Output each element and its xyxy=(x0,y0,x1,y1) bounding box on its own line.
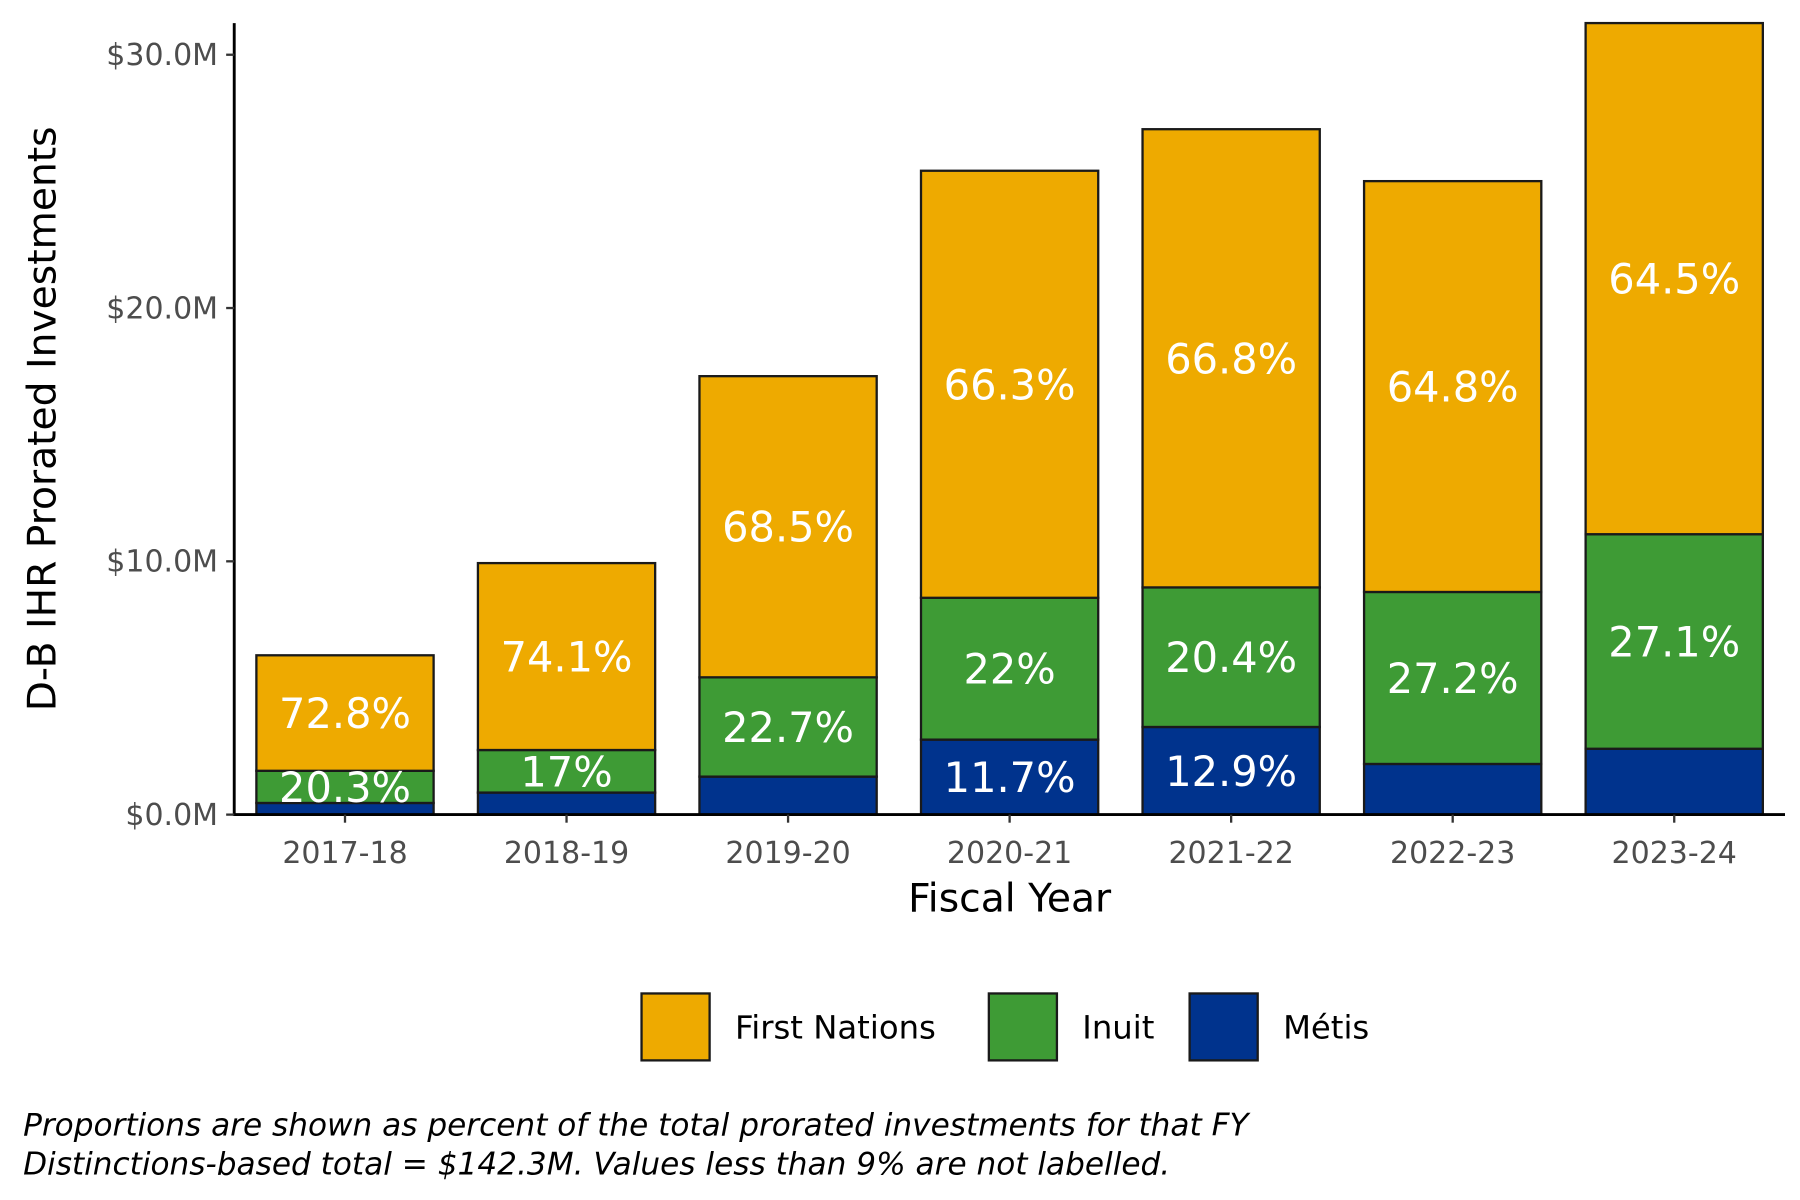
bar-label-inuit-2023-24: 27.1% xyxy=(1608,617,1740,666)
bar-label-inuit-2019-20: 22.7% xyxy=(722,703,854,752)
legend-label: Inuit xyxy=(1082,1008,1154,1046)
x-tick-label: 2018-19 xyxy=(504,836,629,871)
bar-first-nations-2018-19 xyxy=(476,561,657,752)
bar-label-first-nations-2017-18: 72.8% xyxy=(279,689,411,738)
bar-metis-2021-22 xyxy=(1141,725,1321,816)
bar-label-first-nations-2020-21: 66.3% xyxy=(944,360,1076,409)
bar-first-nations-2022-23 xyxy=(1362,179,1543,594)
bar-label-metis-2021-22: 12.9% xyxy=(1165,747,1297,796)
bar-label-first-nations-2022-23: 64.8% xyxy=(1387,363,1519,412)
bar-metis-2023-24 xyxy=(1584,747,1764,816)
y-ticks: $0.0M $10.0M $20.0M $30.0M xyxy=(106,38,235,833)
bars xyxy=(255,21,1764,816)
bar-label-first-nations-2018-19: 74.1% xyxy=(501,633,633,682)
legend-item-inuit: Inuit xyxy=(987,992,1154,1062)
bar-label-inuit-2021-22: 20.4% xyxy=(1165,633,1297,682)
bar-label-first-nations-2023-24: 64.5% xyxy=(1608,255,1740,304)
legend-item-metis: Métis xyxy=(1188,992,1369,1062)
bar-label-first-nations-2019-20: 68.5% xyxy=(722,503,854,552)
x-tick-label: 2023-24 xyxy=(1612,836,1737,871)
bar-metis-2022-23 xyxy=(1362,762,1543,816)
bar-first-nations-2019-20 xyxy=(698,375,878,679)
caption-line-1: Proportions are shown as percent of the … xyxy=(23,1107,1251,1143)
bar-metis-2019-20 xyxy=(698,775,878,816)
legend-swatch xyxy=(987,992,1059,1062)
y-tick-label: $10.0M xyxy=(106,545,218,580)
bar-first-nations-2023-24 xyxy=(1584,21,1764,536)
bar-label-inuit-2018-19: 17% xyxy=(520,747,612,796)
bar-label-inuit-2022-23: 27.2% xyxy=(1387,654,1519,703)
bar-label-first-nations-2021-22: 66.8% xyxy=(1165,334,1297,383)
bar-label-inuit-2020-21: 22% xyxy=(963,645,1055,694)
bar-inuit-2019-20 xyxy=(698,676,878,778)
bar-inuit-2022-23 xyxy=(1362,590,1543,766)
x-tick-label: 2022-23 xyxy=(1390,836,1515,871)
caption-line-2: Distinctions-based total = $142.3M. Valu… xyxy=(23,1147,1170,1183)
bar-label-metis-2020-21: 11.7% xyxy=(944,753,1076,802)
x-tick-label: 2019-20 xyxy=(725,836,850,871)
legend-swatch xyxy=(1188,992,1259,1062)
bar-first-nations-2020-21 xyxy=(919,169,1100,599)
bar-label-inuit-2017-18: 20.3% xyxy=(279,763,411,812)
bar-first-nations-2021-22 xyxy=(1141,128,1321,589)
legend-item-first-nations: First Nations xyxy=(640,992,936,1062)
legend: First Nations Inuit Métis xyxy=(640,992,1369,1062)
y-tick-label: $0.0M xyxy=(125,798,218,833)
x-tick-label: 2017-18 xyxy=(282,836,407,871)
x-axis-title: Fiscal Year xyxy=(908,877,1112,922)
y-tick-label: $30.0M xyxy=(106,38,218,73)
x-ticks: 2017-18 2018-19 2019-20 2020-21 2021-22 2022-… xyxy=(282,814,1737,871)
bar-inuit-2021-22 xyxy=(1141,586,1321,729)
bar-first-nations-2017-18 xyxy=(255,654,435,772)
y-axis-title: D-B IHR Prorated Investments xyxy=(20,126,65,711)
bar-metis-2020-21 xyxy=(919,738,1100,816)
legend-label: First Nations xyxy=(735,1008,936,1046)
x-tick-label: 2021-22 xyxy=(1168,836,1293,871)
legend-label: Métis xyxy=(1283,1008,1369,1046)
bar-inuit-2023-24 xyxy=(1584,533,1764,750)
legend-swatch xyxy=(640,992,711,1062)
x-tick-label: 2020-21 xyxy=(947,836,1072,871)
y-tick-label: $20.0M xyxy=(106,291,218,326)
bar-labels: 20.3% 72.8% 17% 74.1% 22.7% 68.5% 11.7% 22% 66.3… xyxy=(279,255,1740,812)
bar-inuit-2018-19 xyxy=(476,748,657,794)
